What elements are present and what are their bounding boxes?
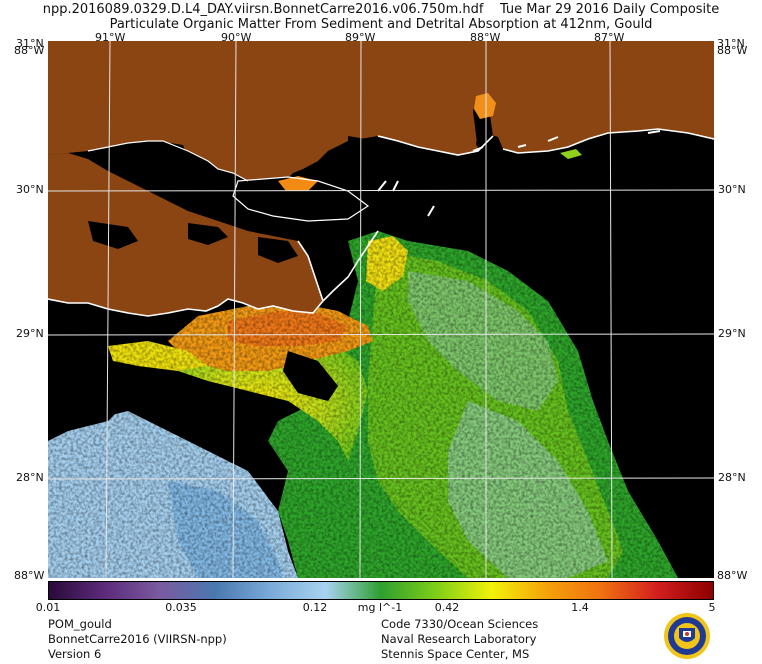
nearshore-green	[560, 149, 582, 159]
nearshore-orange	[474, 93, 496, 119]
footer-region: BonnetCarre2016 (VIIRSN-npp)	[48, 632, 227, 646]
colorbar-units: mg l^-1	[357, 601, 403, 614]
colorbar-tick: 1.4	[571, 601, 589, 614]
graticule	[48, 41, 714, 578]
bay	[188, 223, 228, 245]
lon-label: 88°W	[470, 31, 501, 44]
lon-label: 91°W	[95, 31, 126, 44]
land-area	[48, 41, 714, 191]
bay	[158, 141, 186, 155]
satellite-map	[48, 41, 714, 578]
land-delta	[48, 153, 323, 316]
colorbar-tick: 0.035	[165, 601, 197, 614]
coastline	[232, 176, 370, 222]
corner-label-tl-edge: 88°W	[14, 44, 45, 57]
corner-label-tr-edge: 88°W	[717, 44, 748, 57]
nrl-seal-icon	[664, 613, 710, 659]
corner-label-tr-lat: 31°N	[717, 37, 745, 50]
footer-org-location: Stennis Space Center, MS	[381, 647, 530, 661]
lat-label-right: 28°N	[718, 471, 746, 484]
bay	[88, 221, 138, 249]
corner-label-bl: 88°W	[14, 569, 45, 582]
colorbar	[48, 581, 714, 600]
bay	[258, 237, 298, 263]
colorbar-tick: 5	[708, 601, 716, 614]
lat-label-left: 29°N	[16, 327, 44, 340]
lon-label: 89°W	[345, 31, 376, 44]
lon-label: 87°W	[594, 31, 625, 44]
corner-label-tl-lat: 31°N	[16, 37, 44, 50]
footer-version: Version 6	[48, 647, 102, 661]
header-line-1: npp.2016089.0329.D.L4_DAY.viirsn.BonnetC…	[42, 2, 720, 17]
lon-label: 90°W	[221, 31, 252, 44]
colorbar-tick: 0.42	[434, 601, 460, 614]
barrier-islands	[377, 130, 661, 217]
corner-label-br: 88°W	[717, 569, 748, 582]
footer-product: POM_gould	[48, 617, 112, 631]
lat-label-left: 28°N	[16, 471, 44, 484]
colorbar-tick: 0.01	[35, 601, 61, 614]
footer-org-name: Naval Research Laboratory	[381, 632, 537, 646]
colorbar-tick: 0.12	[302, 601, 328, 614]
coastline	[377, 128, 714, 156]
header-line-2: Particulate Organic Matter From Sediment…	[109, 17, 653, 32]
coastline	[87, 140, 249, 182]
footer-org-code: Code 7330/Ocean Sciences	[381, 617, 539, 631]
lat-label-right: 29°N	[718, 327, 746, 340]
coastline	[48, 230, 379, 317]
lat-label-left: 30°N	[16, 183, 44, 196]
lake-pontchartrain	[233, 177, 368, 221]
lat-label-right: 30°N	[718, 183, 746, 196]
